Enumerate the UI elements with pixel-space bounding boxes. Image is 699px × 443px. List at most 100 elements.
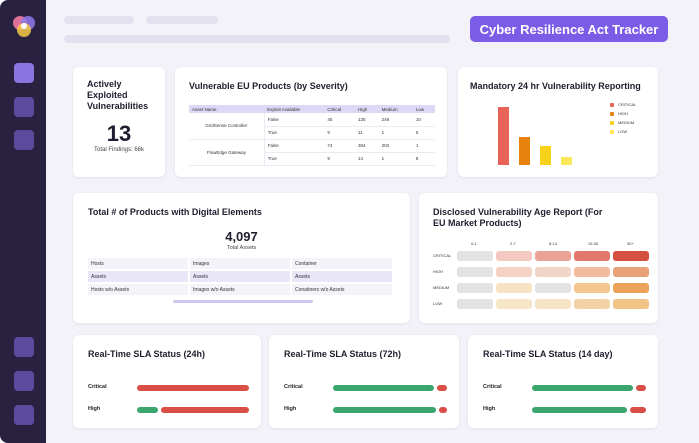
sla-title: Real-Time SLA Status (14 day) [483, 349, 613, 359]
table-row[interactable]: GridSense Controller False 45 125 249 10 [189, 113, 435, 140]
sla-bar-breached[interactable] [160, 407, 249, 413]
exploit-value: True [264, 152, 325, 166]
chart-legend: CRITICAL HIGH MEDIUM LOW [610, 102, 654, 142]
sla-bar-within[interactable] [137, 407, 158, 413]
heat-cell[interactable] [535, 299, 571, 309]
table-row[interactable]: True 9 11 1 5 [189, 126, 435, 140]
col-low[interactable]: Low [412, 105, 435, 113]
legend-label: LOW [618, 129, 628, 134]
asset-cell[interactable]: Images [190, 258, 290, 269]
asset-cell[interactable]: Hosts w/o Assets [88, 284, 188, 295]
asset-cell[interactable]: Assets [190, 271, 290, 282]
legend-label: MEDIUM [618, 120, 635, 125]
app-logo-icon[interactable] [10, 12, 38, 40]
sla-card: Real-Time SLA Status (14 day) Critical Hig… [468, 335, 658, 428]
sla-bar-breached[interactable] [137, 385, 249, 391]
sla-bar-breached[interactable] [636, 385, 646, 391]
low-value: 1 [412, 139, 435, 153]
low-value: 8 [412, 152, 435, 166]
medium-value: 1 [378, 126, 413, 140]
bar-low[interactable] [561, 156, 572, 165]
heat-cell[interactable] [613, 251, 649, 261]
asset-cell[interactable]: Assets [88, 271, 188, 282]
sla-bar-within[interactable] [532, 407, 628, 413]
col-asset-name[interactable]: Asset Name [189, 105, 265, 113]
sla-bar-within[interactable] [333, 385, 435, 391]
bar-medium[interactable] [540, 146, 551, 165]
heat-cell[interactable] [496, 299, 532, 309]
sla-bar-within[interactable] [333, 407, 437, 413]
legend-entry: MEDIUM [610, 120, 634, 125]
heat-cell[interactable] [535, 267, 571, 277]
asset-cell[interactable]: Hosts [88, 258, 188, 269]
nav-item-2[interactable] [14, 97, 34, 117]
nav-item-5[interactable] [14, 371, 34, 391]
asset-cell[interactable]: Assets [292, 271, 392, 282]
asset-cell-label: Assets [295, 273, 311, 280]
heat-cell[interactable] [496, 283, 532, 293]
legend-swatch [610, 129, 614, 134]
nav-item-3[interactable] [14, 130, 34, 150]
nav-item-dashboard[interactable] [14, 63, 34, 83]
asset-cell[interactable]: Conatiners w/o Assets [292, 284, 392, 295]
exploited-title: Actively Exploited Vulnerabilities [87, 79, 149, 111]
sla-title: Real-Time SLA Status (72h) [284, 349, 402, 359]
table-row[interactable]: FlowEdge Gateway False 74 384 203 1 [189, 139, 435, 166]
heat-cell[interactable] [457, 251, 493, 261]
critical-value: 74 [324, 139, 355, 153]
heat-cell[interactable] [457, 299, 493, 309]
vulnerable-table: Asset Name Exploit Available Critical Hi… [189, 105, 435, 166]
asset-cell-label: Container [295, 260, 317, 267]
heat-cell[interactable] [613, 283, 649, 293]
sla-bar-breached[interactable] [439, 407, 447, 413]
col-high[interactable]: High [355, 105, 379, 113]
asset-cell[interactable]: Images w/o Assets [190, 284, 290, 295]
heat-cell[interactable] [496, 267, 532, 277]
nav-item-4[interactable] [14, 337, 34, 357]
heat-cell[interactable] [574, 299, 610, 309]
exploited-total: Total Findings: 66k [93, 147, 145, 153]
sla-row-label: High [284, 406, 297, 412]
vulnerable-products-card: Vulnerable EU Products (by Severity) Ass… [175, 67, 447, 177]
horizontal-scrollbar[interactable] [173, 300, 313, 303]
sla-bar-breached[interactable] [630, 407, 646, 413]
vulnerable-title: Vulnerable EU Products (by Severity) [189, 81, 348, 91]
sla-bar-breached[interactable] [437, 385, 447, 391]
heat-cell[interactable] [457, 283, 493, 293]
legend-label: CRITICAL [618, 102, 637, 107]
heat-cell[interactable] [574, 267, 610, 277]
age-report-card: Disclosed Vulnerability Age Report (For … [419, 193, 658, 323]
bar-critical[interactable] [498, 107, 509, 165]
heat-cell[interactable] [535, 251, 571, 261]
col-critical[interactable]: Critical [324, 105, 355, 113]
legend-entry: HIGH [610, 111, 628, 116]
exploited-card: Actively Exploited Vulnerabilities 13 To… [73, 67, 165, 177]
age-title: Disclosed Vulnerability Age Report (For … [433, 207, 603, 228]
col-exploit[interactable]: Exploit Available [264, 105, 325, 113]
heat-cell[interactable] [574, 283, 610, 293]
critical-value: 9 [324, 152, 355, 166]
products-value: 4,097 [225, 229, 258, 244]
heat-cell[interactable] [496, 251, 532, 261]
heat-cell[interactable] [574, 251, 610, 261]
exploit-value: True [264, 126, 325, 140]
page-title-button[interactable]: Cyber Resilience Act Tracker [470, 16, 668, 42]
heat-cell[interactable] [457, 267, 493, 277]
legend-swatch [610, 120, 614, 125]
sla-bar-within[interactable] [532, 385, 634, 391]
sla-row-label: High [483, 406, 496, 412]
heat-cell[interactable] [613, 267, 649, 277]
age-row-label: MEDIUM [433, 285, 450, 290]
heat-cell[interactable] [535, 283, 571, 293]
nav-item-6[interactable] [14, 405, 34, 425]
asset-cell[interactable]: Container [292, 258, 392, 269]
col-medium[interactable]: Medium [378, 105, 413, 113]
bar-high[interactable] [519, 137, 530, 165]
critical-value: 9 [324, 126, 355, 140]
exploited-value: 13 [106, 121, 132, 146]
table-row[interactable]: True 9 14 1 8 [189, 152, 435, 166]
heat-cell[interactable] [613, 299, 649, 309]
sla-row-label: Critical [483, 384, 502, 390]
legend-entry: LOW [610, 129, 627, 134]
